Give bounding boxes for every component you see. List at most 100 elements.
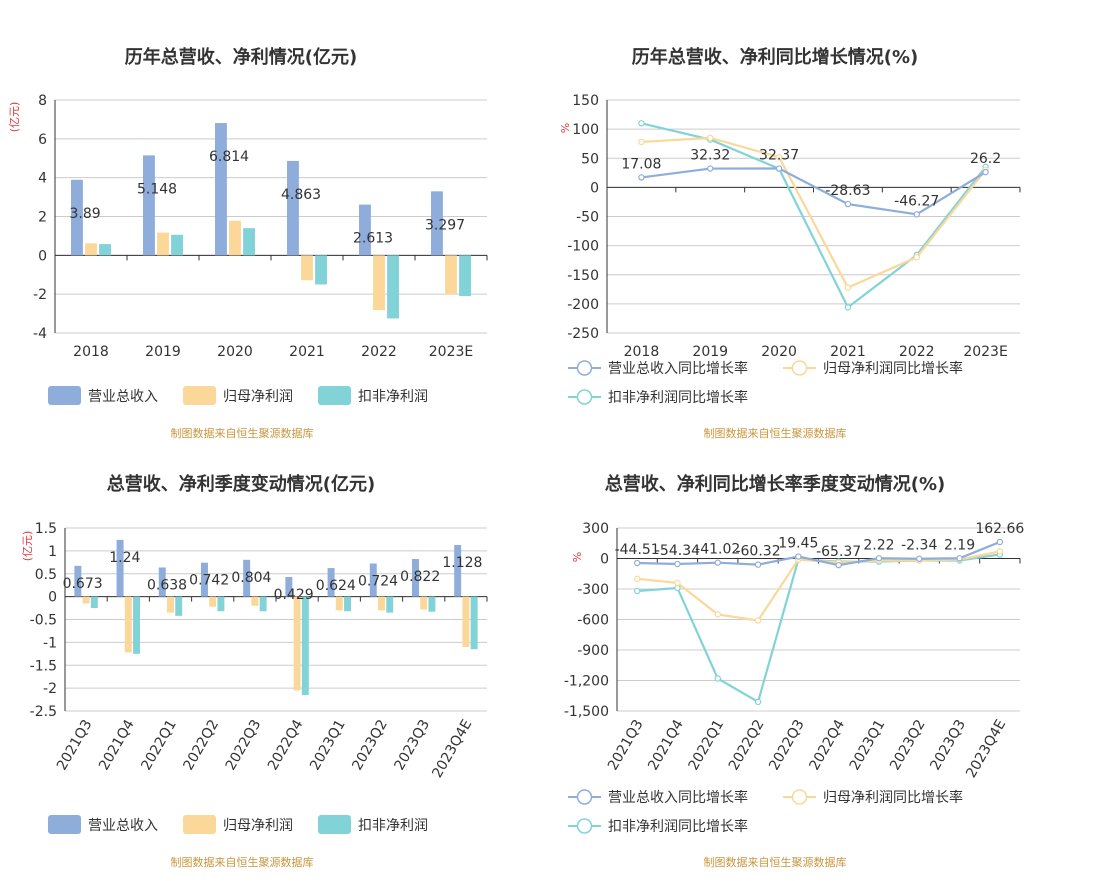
series-line — [641, 167, 987, 216]
legend-revenue: 营业总收入 — [88, 389, 158, 405]
plot-area: 300 0 -300 -600 -900 -1,200 -1,5002021Q32021Q4… — [564, 521, 1025, 835]
data-label: -2.34 — [901, 538, 937, 554]
x-tick-label: 2022Q4 — [265, 717, 307, 773]
y-tick-label: -1 — [43, 635, 57, 651]
data-label: 0.638 — [147, 577, 187, 593]
data-label: 0.822 — [400, 569, 440, 585]
data-label: 5.148 — [137, 181, 177, 197]
data-point — [996, 548, 1004, 555]
legend-revenue-marker — [576, 360, 593, 376]
bar — [133, 596, 141, 654]
y-tick-label: -1,200 — [564, 674, 609, 690]
legend-deducted-profit-marker — [576, 389, 593, 405]
chart-annual-growth: 历年总营收、净利同比增长情况(%) % 150 100 50 0 -50 -100 -150… — [559, 46, 1021, 440]
y-tick-label: -2 — [33, 287, 47, 303]
data-point — [835, 561, 842, 569]
data-point — [844, 284, 852, 291]
x-tick-label: 2018 — [624, 344, 660, 360]
bar — [470, 596, 478, 650]
legend-revenue: 营业总收入同比增长率 — [608, 360, 748, 377]
bar — [301, 596, 309, 695]
data-point — [956, 555, 963, 562]
data-point — [754, 561, 762, 568]
bar — [175, 596, 183, 616]
y-tick-label: -300 — [577, 582, 609, 598]
chart-title: 历年总营收、净利情况(亿元) — [125, 46, 357, 68]
y-tick-label: -50 — [576, 210, 599, 226]
series-line — [637, 553, 1001, 704]
y-tick-label: -900 — [577, 643, 609, 659]
data-label: 0.804 — [231, 570, 271, 586]
x-tick-label: 2023Q1 — [847, 717, 889, 773]
data-label: 0.429 — [274, 587, 314, 603]
bar — [411, 559, 419, 597]
x-tick-label: 2018 — [73, 344, 109, 360]
data-label: 0.673 — [63, 576, 103, 592]
plot-area: 8 6 4 2 0 -2 -4 2018 2019 2020 2021 2022 2023E 3.89 5.… — [33, 93, 488, 405]
data-point — [875, 555, 883, 562]
data-point — [844, 200, 852, 208]
y-tick-label: 8 — [38, 93, 47, 109]
bar — [85, 243, 97, 256]
bar — [459, 255, 471, 297]
data-point — [707, 134, 714, 142]
x-tick-label: 2021Q3 — [54, 717, 96, 773]
y-tick-label: 4 — [38, 171, 47, 187]
bar — [157, 232, 169, 256]
unit-label: (亿元) — [21, 531, 34, 562]
data-label: -60.32 — [735, 544, 780, 560]
y-tick-label: 0 — [38, 248, 47, 264]
legend-net-profit-swatch — [183, 815, 216, 834]
x-tick-label: 2022Q3 — [766, 717, 808, 773]
data-label: 4.863 — [281, 187, 321, 203]
data-point — [674, 560, 681, 568]
source-note: 制图数据来自恒生聚源数据库 — [171, 426, 314, 440]
source-note: 制图数据来自恒生聚源数据库 — [171, 855, 314, 869]
unit-label: (亿元) — [8, 102, 21, 133]
data-point — [633, 575, 641, 583]
chart-title: 总营收、净利同比增长率季度变动情况(%) — [605, 473, 946, 495]
bar — [428, 596, 436, 612]
legend-deducted-profit: 扣非净利润 — [358, 389, 428, 405]
bar — [378, 596, 385, 611]
y-tick-label: 50 — [581, 151, 599, 167]
data-point — [982, 168, 989, 176]
legend-net-profit-swatch — [183, 386, 216, 405]
data-point — [754, 698, 762, 706]
x-tick-label: 2022 — [361, 344, 397, 360]
x-tick-label: 2023Q4E — [429, 717, 475, 781]
data-point — [638, 174, 645, 181]
x-tick-label: 2022Q2 — [726, 717, 768, 773]
x-tick-label: 2020 — [761, 344, 797, 360]
data-point — [707, 165, 714, 172]
data-label: 2.613 — [353, 231, 393, 247]
legend-revenue-swatch — [48, 815, 81, 834]
bar — [301, 255, 313, 281]
bar — [243, 559, 251, 597]
x-tick-label: 2022 — [899, 344, 935, 360]
data-point — [714, 675, 721, 682]
data-point — [714, 559, 721, 566]
bar — [243, 228, 255, 256]
legend-deducted-profit-marker — [576, 818, 593, 834]
x-tick-label: 2019 — [692, 344, 728, 360]
data-label: 32.37 — [759, 148, 799, 164]
data-label: 0.724 — [358, 574, 398, 590]
y-tick-label: 0 — [600, 552, 609, 568]
x-tick-label: 2021Q4 — [96, 717, 138, 773]
x-tick-label: 2021Q3 — [605, 717, 647, 773]
x-tick-label: 2023Q2 — [349, 717, 391, 773]
chart-quarterly-values: 总营收、净利季度变动情况(亿元) (亿元) 1.5 1 0.5 0 -0.5 -1 -1.5… — [21, 473, 488, 869]
bar — [90, 596, 98, 609]
bar — [387, 255, 399, 319]
series-line — [641, 122, 987, 310]
bar — [171, 234, 183, 256]
x-tick-label: 2022Q1 — [138, 717, 180, 773]
bar — [420, 596, 428, 610]
legend-net-profit-marker — [791, 789, 808, 805]
bar — [116, 539, 124, 597]
bar — [251, 596, 259, 606]
data-point — [633, 587, 641, 595]
bar — [359, 204, 371, 256]
legend-net-profit: 归母净利润 — [223, 817, 293, 834]
